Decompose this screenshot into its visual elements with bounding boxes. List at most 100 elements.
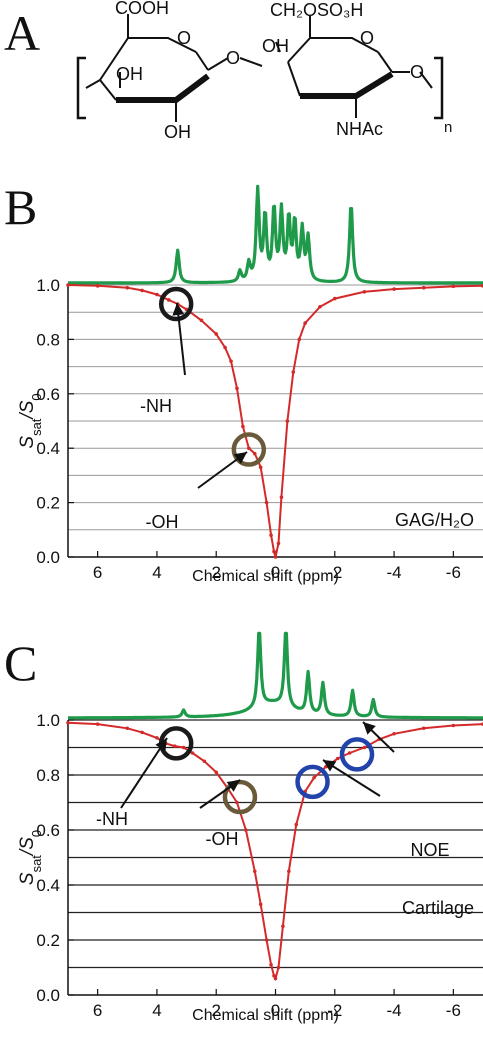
y-tick-label: 0.4 (36, 876, 60, 895)
z-spectrum-point (279, 495, 284, 499)
x-axis-title: Chemical shift (ppm) (192, 568, 339, 585)
z-spectrum-point (229, 359, 233, 363)
x-tick-label: -2 (327, 563, 342, 582)
highlight-circle (222, 779, 258, 815)
arrowhead (155, 738, 167, 752)
nmr-spectrum-line (67, 184, 483, 285)
z-spectrum-point (272, 549, 276, 554)
y-axis-title: Ssat/S0 (17, 393, 44, 448)
z-spectrum-point (66, 720, 70, 725)
z-spectrum-point (252, 869, 257, 874)
highlight-circle (339, 737, 375, 772)
x-tick-label: 6 (93, 1001, 102, 1020)
y-tick-label: 1.0 (36, 276, 60, 295)
x-tick-label: -6 (446, 563, 461, 582)
annotation-label: NOE (410, 840, 449, 860)
annotation-arrow (120, 737, 168, 809)
oh-label-1: OH (116, 64, 143, 84)
z-spectrum-point (421, 726, 426, 731)
arrowhead (233, 452, 247, 464)
z-spectrum-point (95, 722, 100, 726)
y-tick-label: 0.0 (36, 986, 60, 1005)
x-tick-label: 4 (152, 1001, 161, 1020)
z-spectrum-point (244, 828, 248, 832)
z-spectrum-point (303, 321, 307, 325)
nhac-label: NHAc (336, 119, 383, 139)
z-spectrum-point (318, 304, 322, 309)
z-spectrum-point (392, 287, 396, 291)
z-spectrum-point (285, 419, 290, 423)
z-spectrum-point (181, 745, 186, 750)
z-spectrum-point (241, 424, 245, 429)
z-spectrum-point (252, 451, 257, 456)
z-spectrum-point (140, 288, 144, 293)
z-spectrum-point (332, 296, 337, 301)
sample-label: Cartilage (402, 898, 474, 918)
z-spectrum-point (273, 555, 278, 559)
y-tick-label: 0.6 (36, 385, 60, 404)
ring-oxygen-1: O (177, 28, 191, 48)
z-spectrum-point (258, 902, 263, 907)
z-spectrum-point (312, 775, 316, 780)
panel-letter-b: B (4, 179, 37, 235)
y-tick-label: 0.2 (36, 931, 60, 950)
y-tick-label: 0.6 (36, 821, 60, 840)
z-spectrum-point (294, 822, 299, 827)
arrowhead (226, 780, 240, 792)
z-spectrum-point (66, 283, 70, 287)
x-tick-label: -2 (327, 1001, 342, 1020)
annotation-label: -NH (140, 396, 172, 416)
z-spectrum-point (451, 723, 456, 728)
x-tick-label: 0 (271, 1001, 280, 1020)
x-tick-label: 0 (271, 563, 280, 582)
annotation-label: -OH (206, 829, 239, 849)
z-spectrum-point (297, 337, 302, 342)
nmr-spectrum-line (67, 631, 483, 720)
z-spectrum-point (335, 756, 340, 761)
panel-letter-c: C (4, 635, 37, 691)
z-spectrum-point (287, 869, 291, 874)
z-spectrum-point (269, 533, 273, 538)
z-spectrum-point (172, 744, 177, 748)
z-spectrum-point (272, 973, 276, 978)
z-spectrum-point (155, 292, 159, 297)
arrowhead (323, 760, 337, 772)
z-spectrum-point (235, 386, 239, 391)
z-spectrum-point (392, 731, 396, 736)
z-spectrum-point (199, 318, 204, 323)
z-spectrum-point (281, 924, 285, 929)
z-spectrum-point (276, 541, 281, 546)
z-spectrum-point (347, 751, 352, 755)
highlight-circle (158, 286, 194, 322)
x-tick-label: 6 (93, 563, 102, 582)
x-tick-label: 2 (211, 1001, 220, 1020)
highlight-circle (231, 432, 267, 467)
z-spectrum-point (291, 370, 296, 374)
y-tick-label: 0.0 (36, 548, 60, 567)
z-spectrum-point (362, 745, 367, 750)
z-spectrum-point (362, 290, 367, 294)
z-spectrum-point (214, 332, 219, 336)
y-tick-label: 0.4 (36, 439, 60, 458)
ring2-bold-edge (300, 71, 394, 99)
z-spectrum-point (214, 770, 219, 775)
arrowhead (363, 722, 376, 735)
terminal-oxygen: O (410, 62, 424, 82)
y-axis-title: Ssat/S0 (17, 830, 44, 885)
arrowhead (172, 303, 185, 316)
annotation-arrow (176, 302, 186, 376)
z-spectrum-point (247, 446, 251, 451)
z-spectrum-point (223, 345, 227, 350)
x-tick-label: -4 (387, 1001, 402, 1020)
y-tick-label: 0.8 (36, 766, 60, 785)
z-spectrum-point (273, 976, 278, 981)
z-spectrum-point (202, 759, 207, 764)
z-spectrum-point (155, 736, 159, 740)
z-spectrum-point (95, 284, 100, 288)
chart-c: 0.0 0.2 0.4 0.6 0.8 1.0 6 4 2 0 -2 -4 -6 Chemical shi… (17, 631, 483, 1024)
y-tick-label: 1.0 (36, 711, 60, 730)
z-spectrum-point (140, 730, 144, 735)
highlight-circle (295, 764, 330, 800)
oh-label-2: OH (164, 122, 191, 142)
